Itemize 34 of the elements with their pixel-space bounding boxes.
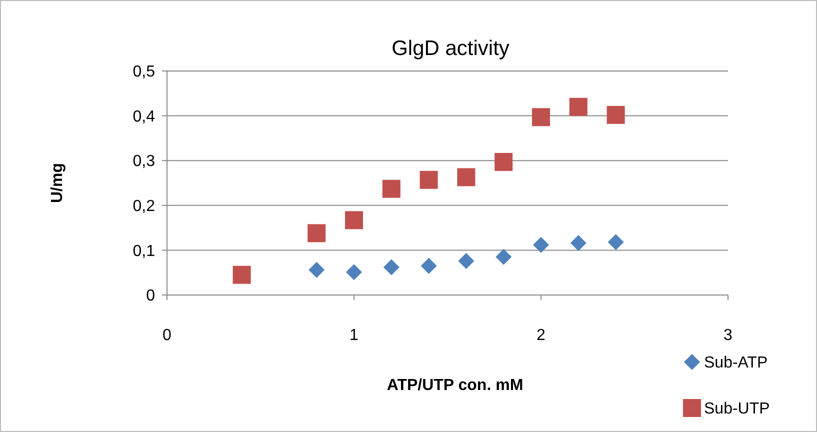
y-tick-label: 0,2 [132,198,156,215]
y-axis-title: U/mg [49,163,66,203]
point [570,235,586,252]
point [232,266,251,284]
legend-label: Sub-UTP [704,400,770,418]
point [569,98,588,116]
point [608,234,624,250]
x-tick-label: 1 [350,327,359,344]
y-tick-label: 0,1 [132,242,156,260]
x-tick-label: 2 [536,327,546,344]
x-axis-title: ATP/UTP con. mM [386,377,524,394]
y-tick-label: 0,5 [132,64,156,81]
point [420,258,437,274]
point [308,262,325,278]
point [494,152,513,171]
point [382,180,400,198]
y-tick-label: 0,3 [132,153,156,170]
point [383,259,400,276]
chart-title: GlgD activity [392,37,510,60]
point [345,211,363,230]
point [532,108,550,126]
point [606,106,625,124]
point [308,224,326,242]
point [496,248,512,265]
point [457,168,476,186]
point [346,264,362,280]
x-tick-label: 0 [162,327,172,344]
point [420,170,438,189]
legend-label: Sub-ATP [704,354,768,372]
y-tick-label: 0,4 [132,108,156,126]
y-tick-label: 0 [146,288,156,305]
x-tick-label: 3 [724,327,733,344]
point [533,236,549,253]
point [458,252,474,269]
